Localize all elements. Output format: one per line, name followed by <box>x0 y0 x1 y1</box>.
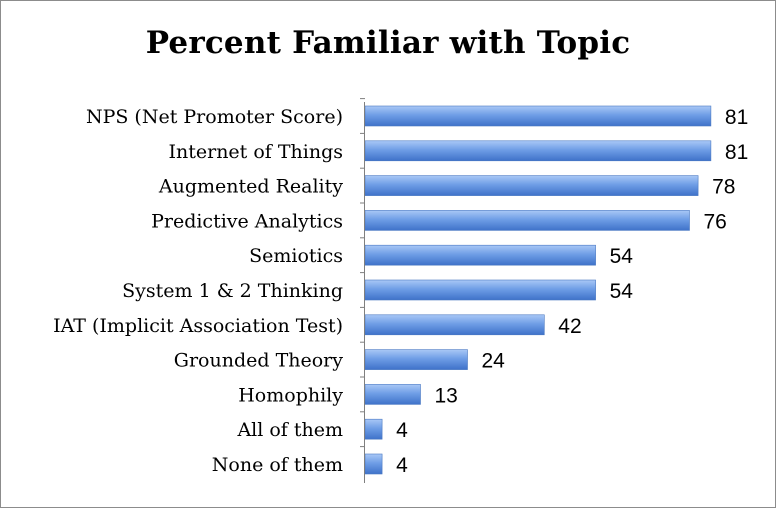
category-label: NPS (Net Promoter Score) <box>86 106 343 128</box>
bar-10 <box>364 453 383 475</box>
category-label: Predictive Analytics <box>151 210 343 232</box>
bar-4 <box>364 244 596 266</box>
value-label: 42 <box>558 315 581 338</box>
bar-3 <box>364 210 690 231</box>
value-label: 54 <box>610 280 634 303</box>
value-label: 78 <box>712 176 735 199</box>
bar-9 <box>364 418 383 440</box>
chart-title: Percent Familiar with Topic <box>145 25 631 61</box>
bar-8 <box>364 384 421 405</box>
category-label: Augmented Reality <box>158 176 343 198</box>
category-label: Homophily <box>238 384 343 406</box>
category-label: All of them <box>236 419 343 441</box>
value-label: 81 <box>725 141 748 164</box>
value-label: 4 <box>396 419 408 442</box>
labels-layer: NPS (Net Promoter Score) 81 Internet of Th… <box>53 98 748 477</box>
bar-0 <box>364 105 712 127</box>
category-label: None of them <box>212 454 343 476</box>
bar-5 <box>364 279 596 301</box>
bar-2 <box>364 175 699 196</box>
bar-7 <box>364 349 468 370</box>
value-label: 54 <box>610 245 634 268</box>
value-label: 4 <box>396 454 408 477</box>
bar-1 <box>364 140 712 162</box>
bars-layer <box>364 105 712 475</box>
value-label: 81 <box>725 106 748 129</box>
category-label: Semiotics <box>249 245 343 267</box>
category-label: Grounded Theory <box>174 350 343 372</box>
category-label: Internet of Things <box>168 141 343 163</box>
value-label: 24 <box>482 350 506 373</box>
category-label: System 1 & 2 Thinking <box>122 280 343 302</box>
value-label: 76 <box>704 210 727 233</box>
value-label: 13 <box>435 384 458 407</box>
category-label: IAT (Implicit Association Test) <box>53 315 343 337</box>
bar-6 <box>364 314 545 336</box>
